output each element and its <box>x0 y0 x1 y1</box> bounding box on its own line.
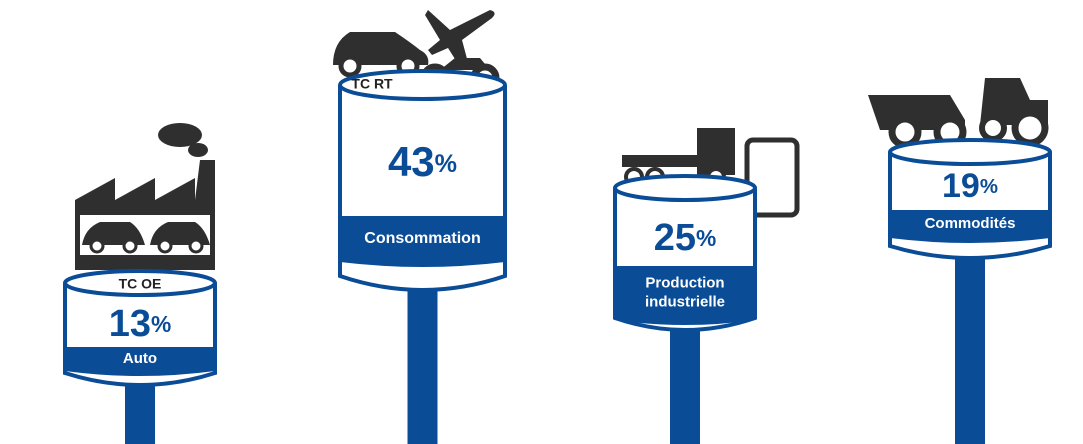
pole <box>955 253 985 444</box>
poles <box>125 253 985 444</box>
wheel <box>190 240 202 252</box>
wheel <box>159 240 171 252</box>
value: 43 <box>388 138 435 185</box>
unit: % <box>435 150 457 178</box>
unit: % <box>151 311 171 337</box>
smoke <box>188 143 208 157</box>
wheel <box>982 117 1004 139</box>
pole <box>670 325 700 444</box>
wheel <box>1015 113 1045 143</box>
moto-body <box>440 58 490 70</box>
wheel <box>91 240 103 252</box>
tag: TC OE <box>119 276 162 292</box>
infographic: TC OE 13% Auto TC RT 43% Consommation 25% Produ… <box>0 0 1083 444</box>
wheel <box>124 240 136 252</box>
wheel <box>892 119 918 145</box>
unit: % <box>980 176 998 198</box>
value: 13 <box>109 303 151 345</box>
pole <box>125 380 155 444</box>
category-label: Production <box>645 274 724 291</box>
cylinder-top <box>615 176 755 200</box>
cylinder-top <box>890 140 1050 164</box>
value: 19 <box>942 167 980 205</box>
category-label: Commodités <box>925 215 1016 232</box>
pole <box>408 285 438 444</box>
unit: % <box>696 225 716 251</box>
category-label: Consommation <box>364 230 480 247</box>
category-label: Auto <box>123 350 157 367</box>
tag: TC RT <box>351 76 393 92</box>
value: 25 <box>654 217 696 259</box>
truck-bed <box>622 155 697 167</box>
category-label: industrielle <box>645 293 725 310</box>
wheel <box>341 57 359 75</box>
